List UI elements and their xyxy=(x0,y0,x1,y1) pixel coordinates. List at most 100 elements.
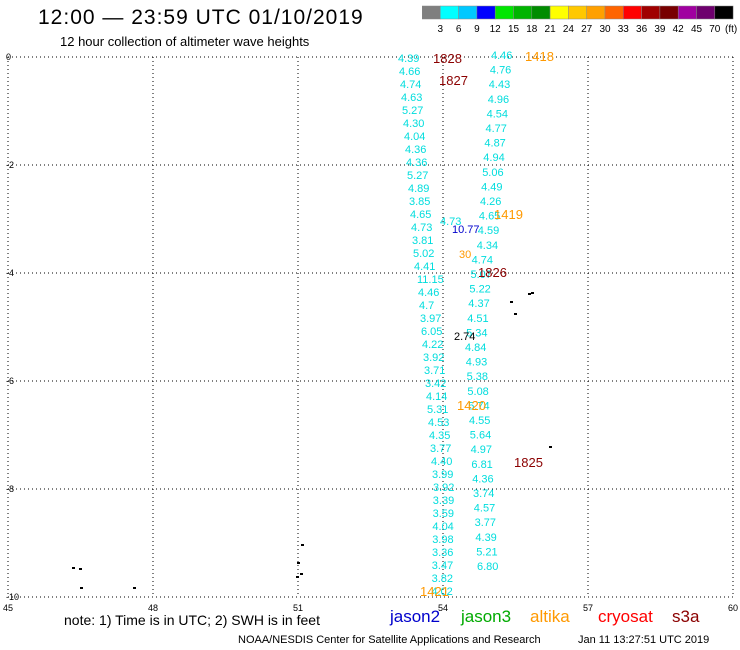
west-track-value: 4.02 xyxy=(431,586,452,598)
colorbar-label: 15 xyxy=(508,24,520,35)
east-track-value: 4.55 xyxy=(469,415,490,427)
island-speck xyxy=(531,292,534,294)
island-speck xyxy=(528,293,531,295)
map-subtitle: 12 hour collection of altimeter wave hei… xyxy=(60,34,310,49)
west-track-value: 3.77 xyxy=(430,443,451,455)
lon-tick-label: 57 xyxy=(583,603,593,613)
west-track-value: 3.81 xyxy=(412,235,433,247)
colorbar-label: 18 xyxy=(526,24,538,35)
island-speck xyxy=(301,544,304,546)
east-track-value: 4.43 xyxy=(489,79,510,91)
footer-timestamp: Jan 11 13:27:51 UTC 2019 xyxy=(578,634,710,646)
east-track-value: 4.65 xyxy=(479,211,500,223)
island-speck xyxy=(297,562,300,564)
west-track-value: 3.98 xyxy=(432,534,453,546)
west-track-value: 3.39 xyxy=(433,495,454,507)
pass-time-label: 1825 xyxy=(514,455,543,470)
west-track-value: 5.27 xyxy=(407,170,428,182)
west-track-value: 3.97 xyxy=(420,313,441,325)
colorbar-label: 9 xyxy=(474,24,480,35)
colorbar-label: 70 xyxy=(709,24,721,35)
east-track-value: 5.06 xyxy=(482,167,503,179)
west-track-value: 4.14 xyxy=(426,391,447,403)
colorbar-label: 6 xyxy=(456,24,462,35)
west-track-value: 6.05 xyxy=(421,326,442,338)
east-track-value: 4.97 xyxy=(471,444,492,456)
pass-time-label: 1828 xyxy=(433,51,462,66)
west-track-value: 3.85 xyxy=(409,196,430,208)
east-track-value: 5.21 xyxy=(476,546,497,558)
west-track-value: 3.92 xyxy=(433,482,454,494)
west-track-value: 3.36 xyxy=(432,547,453,559)
west-track-value: 4.74 xyxy=(400,79,421,91)
east-track-value: 5.07 xyxy=(471,269,492,281)
west-track-value: 4.89 xyxy=(408,183,429,195)
wave-height-colorbar: 3 6 9 12 15 18 21 24 27 30 33 36 39 42 45 70 (ft) xyxy=(422,5,737,35)
island-speck xyxy=(80,587,83,589)
satellite-label-s3a: s3a xyxy=(672,607,700,626)
west-track-value: 4.7 xyxy=(419,300,434,312)
east-track-value: 5.74 xyxy=(468,400,489,412)
colorbar-label: (ft) xyxy=(725,24,737,35)
west-track-value: 4.36 xyxy=(405,144,426,156)
island-speck xyxy=(510,301,513,303)
west-track-value: 4.46 xyxy=(418,287,439,299)
west-track-value: 4.22 xyxy=(422,339,443,351)
lon-tick-label: 51 xyxy=(293,603,303,613)
colorbar-label: 30 xyxy=(599,24,611,35)
extra-track-value: 30 xyxy=(459,249,471,261)
west-track-value: 3.71 xyxy=(424,365,445,377)
west-track-value: 4.39 xyxy=(398,53,419,65)
extra-track-value: 2.74 xyxy=(454,331,475,343)
east-track-value: 4.46 xyxy=(491,50,512,62)
colorbar-label: 39 xyxy=(654,24,666,35)
east-track-value: 4.37 xyxy=(468,298,489,310)
lon-tick-label: 54 xyxy=(438,603,448,613)
west-track-value: 3.42 xyxy=(425,378,446,390)
island-speck xyxy=(296,576,299,578)
lat-tick-label: -6 xyxy=(6,376,14,386)
west-track-value: 4.04 xyxy=(432,521,453,533)
pass-time-label: 1827 xyxy=(439,73,468,88)
west-track-value: 4.30 xyxy=(403,118,424,130)
east-track-value: 3.74 xyxy=(473,488,494,500)
east-track-value: 6.80 xyxy=(477,561,498,573)
west-track-value: 5.31 xyxy=(427,404,448,416)
west-track-value: 5.02 xyxy=(413,248,434,260)
west-track-value: 4.40 xyxy=(431,456,452,468)
east-track-value: 3.77 xyxy=(475,517,496,529)
east-track-value: 4.49 xyxy=(481,181,502,193)
west-track-value: 4.36 xyxy=(406,157,427,169)
colorbar-label: 21 xyxy=(545,24,557,35)
lat-tick-label: -2 xyxy=(6,160,14,170)
lon-tick-label: 60 xyxy=(728,603,738,613)
extra-track-value: 4.73 xyxy=(440,216,461,228)
west-track-value: 5.27 xyxy=(402,105,423,117)
pass-time-label: 1418 xyxy=(525,49,554,64)
east-track-value: 4.74 xyxy=(472,254,493,266)
west-track-value: 4.41 xyxy=(414,261,435,273)
east-track-value: 4.51 xyxy=(467,313,488,325)
colorbar-swatch xyxy=(714,5,734,20)
pass-time-label: 1420 xyxy=(457,398,486,413)
legend-note: note: 1) Time is in UTC; 2) SWH is in fe… xyxy=(64,612,320,628)
colorbar-label: 45 xyxy=(691,24,703,35)
west-track-value: 4.63 xyxy=(401,92,422,104)
pass-time-label: 1826 xyxy=(478,265,507,280)
island-speck xyxy=(79,568,82,570)
colorbar-label: 27 xyxy=(581,24,593,35)
west-track-value: 4.65 xyxy=(410,209,431,221)
west-track-value: 4.04 xyxy=(404,131,425,143)
pass-time-label: 1421 xyxy=(420,584,449,599)
east-track-value: 4.54 xyxy=(487,108,508,120)
colorbar-label: 33 xyxy=(618,24,630,35)
east-track-value: 5.64 xyxy=(470,430,491,442)
colorbar-label: 42 xyxy=(673,24,685,35)
island-speck xyxy=(549,446,552,448)
map-title: 12:00 — 23:59 UTC 01/10/2019 xyxy=(38,6,364,29)
lat-tick-label: -4 xyxy=(6,268,14,278)
east-track-value: 4.76 xyxy=(490,65,511,77)
lon-tick-label: 48 xyxy=(148,603,158,613)
lat-tick-label: -8 xyxy=(6,484,14,494)
satellite-label-jason3: jason3 xyxy=(461,607,512,626)
